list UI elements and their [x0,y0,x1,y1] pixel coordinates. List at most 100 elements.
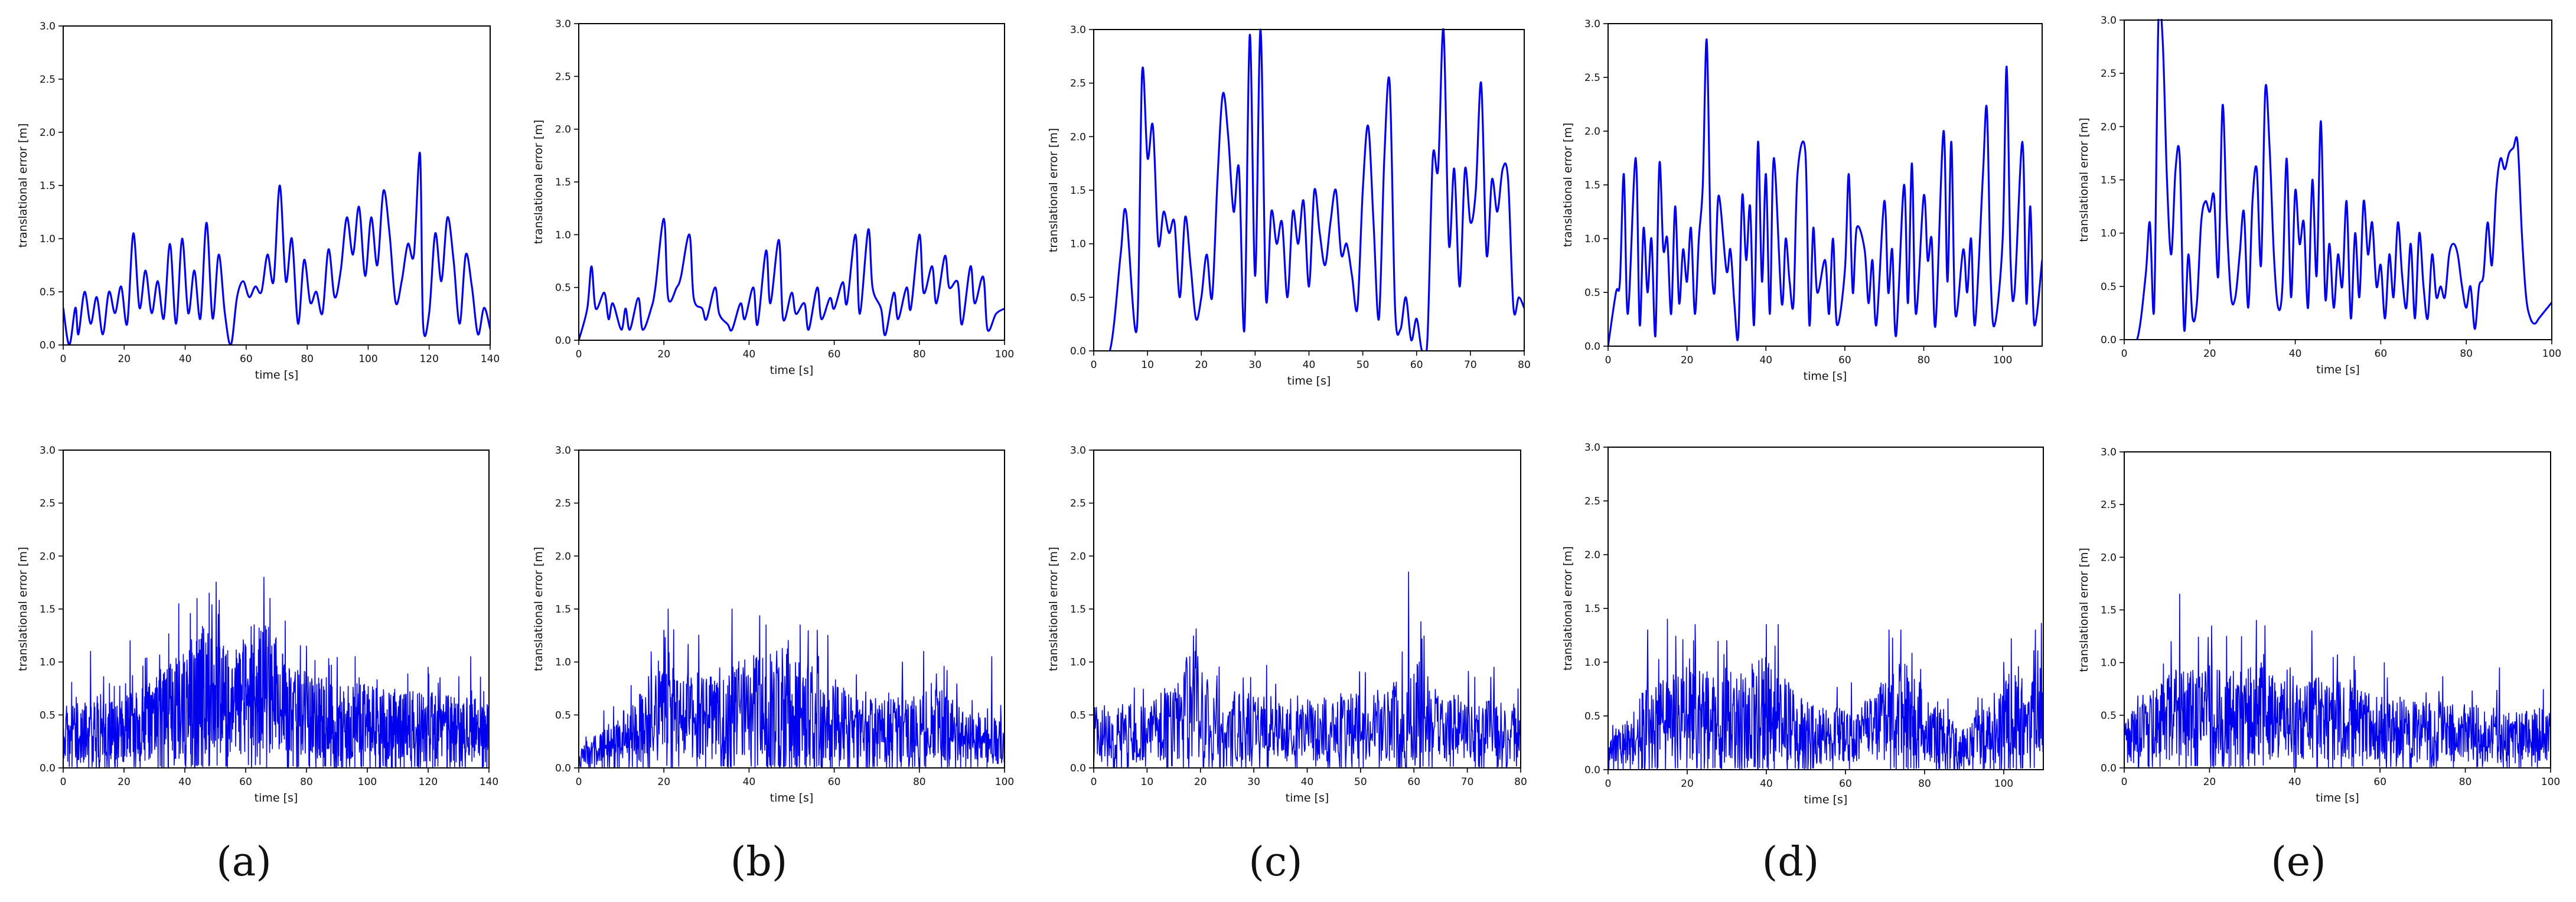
x-tick-label: 140 [480,776,498,788]
x-tick-label: 0 [576,349,582,360]
y-tick-label: 0.0 [2101,334,2117,346]
x-tick-label: 40 [1760,778,1773,790]
y-tick-label: 0.0 [1070,346,1086,357]
y-tick-label: 0.5 [2101,710,2117,722]
x-axis-label: time [s] [2316,792,2359,805]
series-line-c-top [1094,28,1524,351]
series-line-b-top [579,217,1005,340]
x-axis-label: time [s] [1804,793,1848,806]
x-tick-label: 40 [743,776,756,788]
y-tick-label: 1.0 [2101,228,2117,240]
x-tick-label: 20 [2203,776,2216,788]
x-tick-label: 60 [1410,359,1423,371]
y-tick-label: 0.0 [1584,341,1600,353]
y-tick-label: 1.5 [555,604,571,616]
y-axis-label: translational error [m] [17,547,30,672]
x-tick-label: 60 [828,349,841,360]
x-tick-label: 80 [1918,354,1931,366]
x-axis-label: time [s] [255,369,299,382]
y-tick-label: 3.0 [555,18,571,30]
series-line-c-bottom [1094,571,1521,768]
plot-frame-a-top [63,25,491,346]
x-tick-label: 20 [1681,354,1694,366]
x-tick-label: 80 [301,353,314,365]
y-tick-label: 2.0 [555,124,571,136]
y-tick-label: 2.5 [1584,72,1600,84]
y-tick-label: 0.5 [1584,287,1600,299]
y-tick-label: 0.0 [40,763,56,774]
y-tick-label: 0.0 [555,763,571,774]
y-tick-label: 0.0 [1070,763,1086,774]
plot-c-top: 0 10 20 30 40 50 60 70 80 0.0 0.5 1.0 1.5 2.0 2.5 3.0 ti… [1047,24,1531,387]
x-tick-label: 60 [240,353,253,365]
y-tick-label: 2.5 [555,498,571,510]
y-tick-label: 2.0 [2101,552,2117,564]
x-tick-label: 0 [1605,354,1612,366]
x-tick-label: 60 [2373,776,2386,788]
plot-frame-e-top [2124,19,2552,340]
x-tick-label: 120 [419,776,438,788]
y-axis-label: translational error [m] [1047,547,1060,672]
plot-d-top: 0 20 40 60 80 100 0.0 0.5 1.0 1.5 2.0 2.5 3.0 time [s… [1561,18,2043,383]
y-tick-label: 2.0 [1070,131,1086,143]
y-tick-label: 1.5 [1070,185,1086,197]
x-tick-label: 100 [358,776,377,788]
x-tick-label: 20 [1194,776,1207,788]
x-tick-label: 30 [1249,359,1262,371]
y-tick-label: 1.0 [1584,657,1600,669]
y-tick-label: 0.5 [40,709,56,721]
y-tick-label: 0.0 [1584,764,1600,776]
y-tick-label: 2.0 [40,551,56,562]
x-tick-label: 0 [1091,776,1097,788]
x-tick-label: 60 [2375,348,2388,360]
y-tick-label: 1.5 [40,604,56,616]
x-tick-label: 20 [118,776,131,788]
y-axis-label: translational error [m] [17,123,30,248]
series-line-d-bottom [1608,618,2043,770]
y-tick-label: 1.5 [1070,604,1086,616]
x-tick-label: 60 [1407,776,1420,788]
x-tick-label: 100 [995,349,1014,360]
x-tick-label: 20 [2203,348,2216,360]
x-axis-label: time [s] [1804,370,1847,383]
y-tick-label: 1.0 [1070,657,1086,669]
y-tick-label: 2.5 [2101,68,2117,80]
y-axis-label: translational error [m] [1561,546,1574,671]
x-tick-label: 80 [300,776,313,788]
y-tick-label: 0.5 [555,282,571,294]
y-tick-label: 2.5 [1584,496,1600,507]
y-tick-label: 0.5 [1070,709,1086,721]
y-tick-label: 2.0 [40,127,56,139]
x-axis-label: time [s] [1286,792,1329,805]
x-tick-label: 0 [2121,776,2128,788]
y-tick-label: 2.5 [2101,499,2117,511]
y-tick-label: 3.0 [2101,15,2117,27]
x-tick-label: 60 [1838,354,1851,366]
x-tick-label: 0 [576,776,582,788]
y-tick-label: 1.0 [555,229,571,241]
x-tick-label: 20 [118,353,131,365]
x-tick-label: 30 [1247,776,1260,788]
y-axis-label: translational error [m] [1047,128,1060,253]
plot-c-bottom: 0 10 20 30 40 50 60 70 80 0.0 0.5 1.0 1.5 2.0 2.5 3.0 ti… [1047,445,1527,805]
series-line-b-bottom [579,608,1005,768]
x-tick-label: 80 [2460,348,2473,360]
x-axis-label: time [s] [770,364,814,377]
y-tick-label: 0.5 [40,286,56,298]
y-tick-label: 1.0 [1584,233,1600,245]
x-tick-label: 100 [1993,354,2012,366]
x-tick-label: 20 [657,776,670,788]
x-tick-label: 40 [178,776,191,788]
x-tick-label: 0 [2121,348,2128,360]
x-tick-label: 120 [419,353,438,365]
y-tick-label: 2.5 [1070,78,1086,90]
panel-label-e: (e) [2271,839,2326,885]
y-tick-label: 1.5 [1584,603,1600,615]
x-tick-label: 80 [913,776,926,788]
y-tick-label: 3.0 [1584,18,1600,30]
x-tick-label: 0 [60,776,67,788]
x-axis-label: time [s] [1287,375,1331,387]
x-axis-label: time [s] [2316,363,2360,376]
x-tick-label: 60 [239,776,252,788]
